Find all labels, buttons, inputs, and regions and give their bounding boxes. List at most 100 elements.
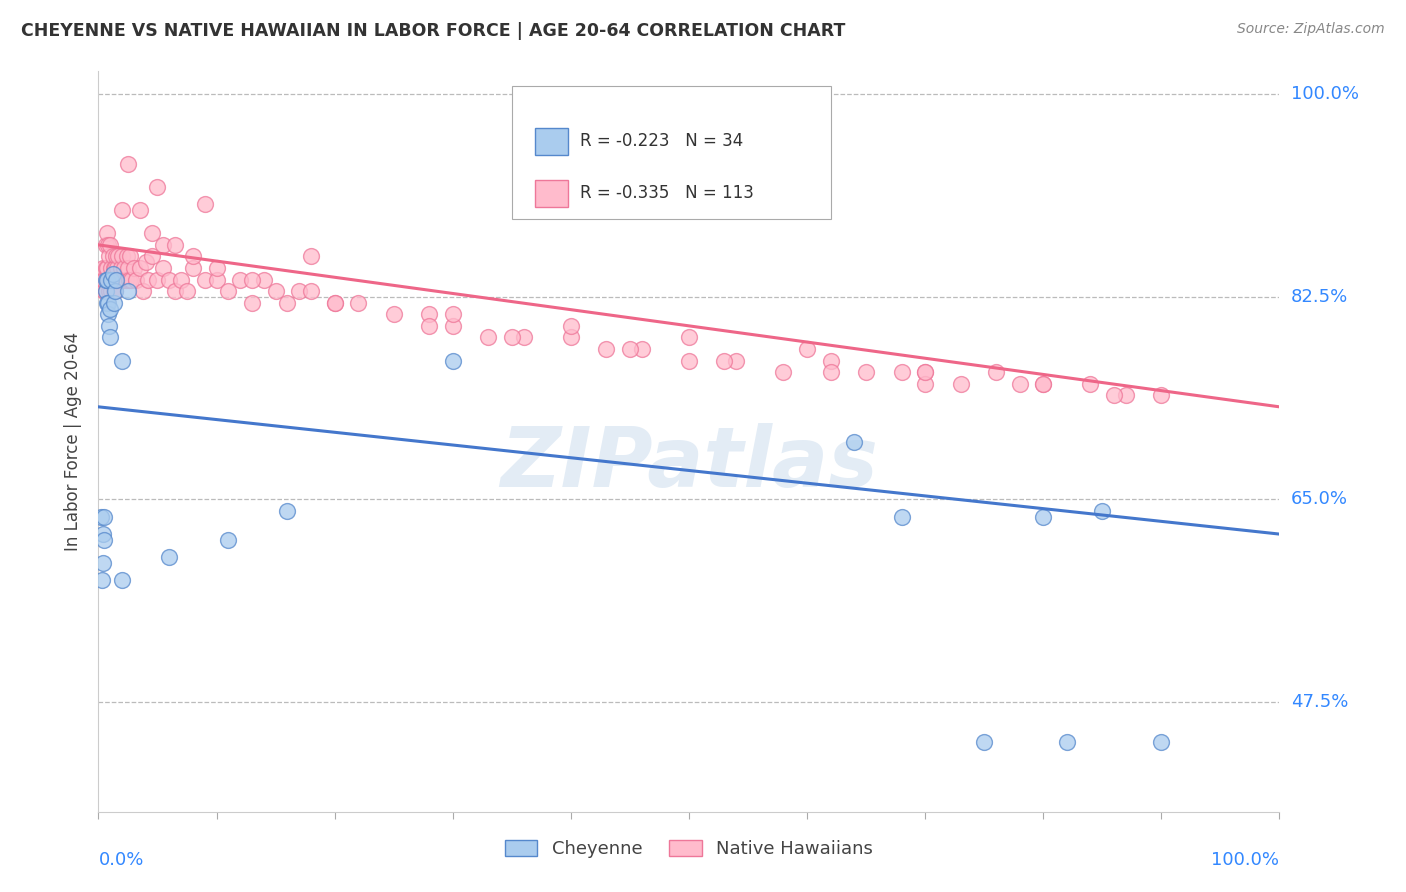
Point <box>121 272 143 286</box>
Text: 65.0%: 65.0% <box>1291 491 1347 508</box>
Point <box>288 284 311 298</box>
Point <box>128 203 150 218</box>
Point <box>93 284 115 298</box>
Point <box>110 260 132 275</box>
Point <box>949 376 972 391</box>
Point <box>132 284 155 298</box>
Point <box>176 284 198 298</box>
Point <box>146 180 169 194</box>
Text: R = -0.335   N = 113: R = -0.335 N = 113 <box>581 184 754 202</box>
Point <box>914 376 936 391</box>
Point <box>820 365 842 379</box>
Point <box>101 250 124 264</box>
Point <box>1080 376 1102 391</box>
Point <box>240 295 263 310</box>
Point <box>96 260 118 275</box>
Point <box>170 272 193 286</box>
Point <box>90 509 112 524</box>
Point <box>181 250 204 264</box>
Point <box>512 330 534 344</box>
Point <box>1102 388 1125 402</box>
Point <box>125 272 148 286</box>
Point <box>114 272 136 286</box>
Text: CHEYENNE VS NATIVE HAWAIIAN IN LABOR FORCE | AGE 20-64 CORRELATION CHART: CHEYENNE VS NATIVE HAWAIIAN IN LABOR FOR… <box>21 22 845 40</box>
Point <box>1056 735 1078 749</box>
Point <box>100 272 122 286</box>
Point <box>128 260 150 275</box>
Point <box>157 550 180 565</box>
Point <box>105 260 128 275</box>
Bar <box>536 180 568 207</box>
Point <box>276 295 298 310</box>
Point <box>94 260 117 275</box>
Point <box>772 365 794 379</box>
Point <box>96 295 118 310</box>
Point <box>217 284 239 298</box>
Point <box>1091 504 1114 518</box>
Point <box>630 342 652 356</box>
Point <box>441 307 464 321</box>
Point <box>253 272 276 286</box>
Point <box>100 284 122 298</box>
Point <box>103 284 125 298</box>
Point <box>93 533 115 547</box>
Point <box>91 260 114 275</box>
Text: 100.0%: 100.0% <box>1212 851 1279 869</box>
Text: Source: ZipAtlas.com: Source: ZipAtlas.com <box>1237 22 1385 37</box>
Point <box>890 365 912 379</box>
Point <box>619 342 641 356</box>
Point <box>1008 376 1031 391</box>
Point <box>100 260 122 275</box>
Point <box>165 284 187 298</box>
Point <box>97 238 120 252</box>
Point <box>104 284 127 298</box>
Point <box>157 272 180 286</box>
Point <box>98 284 121 298</box>
Point <box>240 272 263 286</box>
Point <box>96 272 118 286</box>
Point <box>111 353 134 368</box>
Point <box>890 509 912 524</box>
Point <box>118 272 141 286</box>
Point <box>418 307 440 321</box>
Point <box>94 284 117 298</box>
Point <box>117 260 139 275</box>
Text: 47.5%: 47.5% <box>1291 693 1348 711</box>
Legend: Cheyenne, Native Hawaiians: Cheyenne, Native Hawaiians <box>498 833 880 865</box>
Point <box>112 272 135 286</box>
Point <box>194 272 217 286</box>
Point <box>117 284 139 298</box>
Point <box>678 330 700 344</box>
Point <box>97 272 120 286</box>
Point <box>276 504 298 518</box>
Bar <box>536 128 568 155</box>
Point <box>229 272 252 286</box>
Point <box>120 250 142 264</box>
Point <box>152 260 174 275</box>
Point <box>112 260 135 275</box>
Y-axis label: In Labor Force | Age 20-64: In Labor Force | Age 20-64 <box>65 332 83 551</box>
Point <box>855 365 877 379</box>
Point <box>181 260 204 275</box>
Point <box>98 330 121 344</box>
Text: ZIPatlas: ZIPatlas <box>501 423 877 504</box>
Point <box>97 295 120 310</box>
Point <box>477 330 499 344</box>
Point <box>98 238 121 252</box>
Point <box>595 342 617 356</box>
Point <box>796 342 818 356</box>
Point <box>135 255 157 269</box>
Point <box>91 272 114 286</box>
Point <box>725 353 748 368</box>
Point <box>560 330 582 344</box>
Point <box>136 272 159 286</box>
Point <box>111 203 134 218</box>
Point <box>101 272 124 286</box>
Point <box>382 307 405 321</box>
Point <box>914 365 936 379</box>
Point <box>117 157 139 171</box>
Point <box>844 434 866 449</box>
Point <box>105 272 128 286</box>
Text: 100.0%: 100.0% <box>1291 86 1358 103</box>
Point <box>101 267 124 281</box>
